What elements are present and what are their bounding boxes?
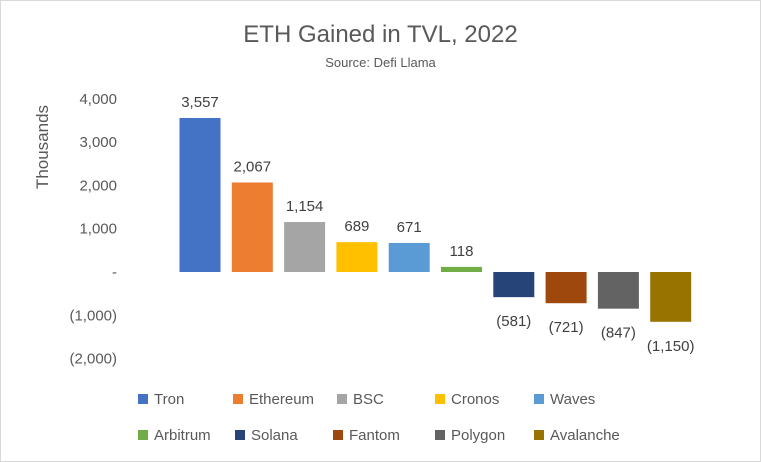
legend-label: Cronos [451,391,499,408]
legend-label: Arbitrum [154,427,211,444]
legend-swatch [337,394,347,404]
data-label: (1,150) [647,338,695,355]
bar-solana [493,272,535,298]
data-label: 3,557 [181,94,219,111]
y-tick-label: (2,000) [69,351,117,368]
data-label: 689 [344,218,369,235]
y-tick-label: - [112,264,117,281]
legend-label: Avalanche [550,427,620,444]
legend-swatch [233,394,243,404]
y-tick-label: (1,000) [69,307,117,324]
y-tick-label: 1,000 [79,221,117,238]
legend-swatch [138,430,148,440]
y-tick-label: 3,000 [79,134,117,151]
bar-bsc [284,222,326,272]
data-label: 671 [397,219,422,236]
data-label: 1,154 [286,198,324,215]
data-label: (721) [549,319,584,336]
bar-arbitrum [441,266,482,272]
bar-tron [179,117,221,272]
bar-avalanche [650,272,692,322]
legend-swatch [435,394,445,404]
bar-cronos [336,242,378,272]
legend-label: Ethereum [249,391,314,408]
legend-swatch [435,430,445,440]
legend-swatch [534,430,544,440]
legend-label: Polygon [451,427,505,444]
legend-label: Solana [251,427,298,444]
legend-swatch [235,430,245,440]
legend-label: Fantom [349,427,400,444]
data-label: (847) [601,325,636,342]
legend-label: BSC [353,391,384,408]
bar-fantom [545,272,587,304]
data-label: 2,067 [234,158,272,175]
data-label: (581) [496,313,531,330]
y-tick-label: 4,000 [79,91,117,108]
legend-label: Tron [154,391,184,408]
chart-subtitle: Source: Defi Llama [325,55,436,70]
chart-title: ETH Gained in TVL, 2022 [243,21,518,48]
bar-waves [388,242,430,272]
legend-swatch [333,430,343,440]
legend-swatch [534,394,544,404]
legend-label: Waves [550,391,595,408]
y-tick-label: 2,000 [79,177,117,194]
data-label: 118 [450,243,474,260]
y-axis-title: Thousands [33,105,52,189]
bar-polygon [597,272,639,309]
legend-swatch [138,394,148,404]
bar-ethereum [231,182,273,272]
